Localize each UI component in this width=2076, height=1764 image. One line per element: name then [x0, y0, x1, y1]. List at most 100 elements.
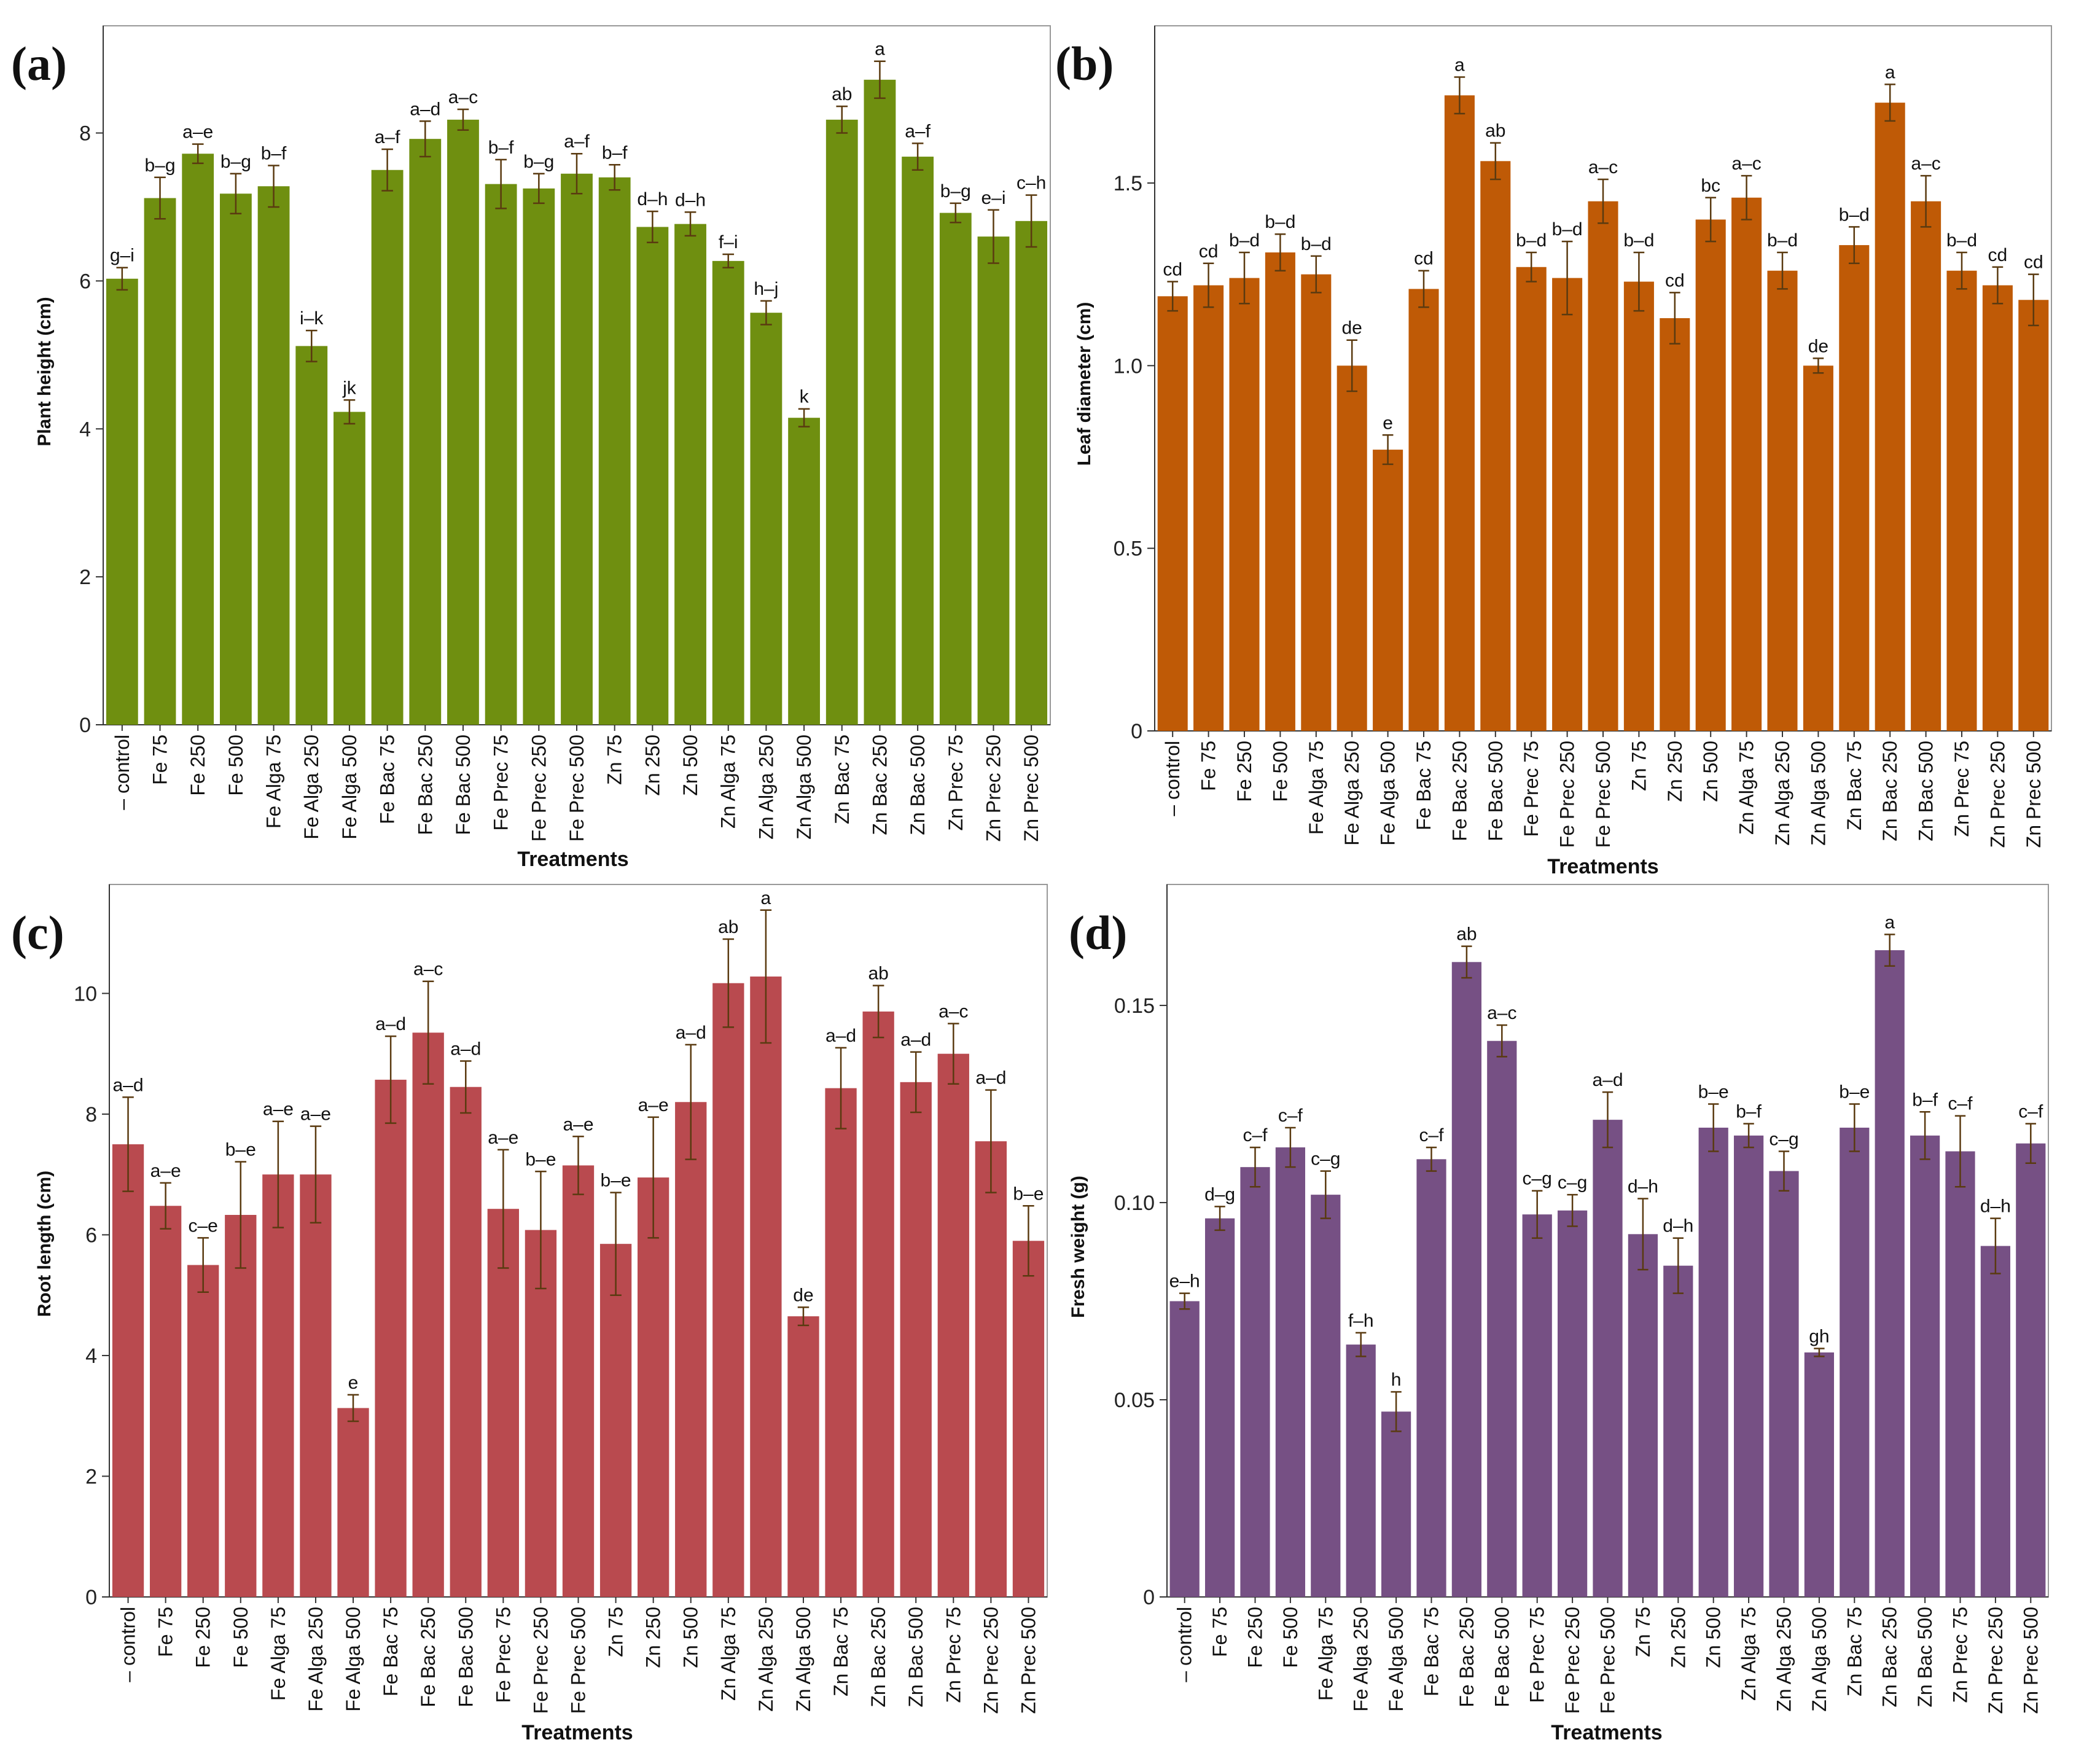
error-bar	[1602, 1091, 1614, 1149]
x-tick-label: Zn 250	[1667, 1607, 1689, 1668]
significance-letter: a	[875, 39, 885, 60]
significance-letter: a–d	[975, 1068, 1006, 1088]
significance-letter: a–d	[676, 1023, 706, 1043]
error-bar	[1426, 1146, 1437, 1172]
bar	[750, 976, 782, 1597]
error-bar	[230, 173, 242, 215]
bar	[144, 198, 176, 725]
bar	[1229, 278, 1260, 732]
error-bar	[272, 1120, 284, 1228]
bar	[1240, 1167, 1270, 1597]
y-tick-label: 0.5	[1114, 537, 1142, 561]
significance-letter: a–c	[448, 87, 478, 107]
bar	[939, 213, 972, 725]
bar	[300, 1174, 332, 1597]
bar	[112, 1144, 144, 1597]
error-bar	[760, 300, 772, 326]
bar	[1839, 245, 1870, 731]
error-bar	[305, 329, 318, 362]
bar	[1623, 281, 1654, 731]
significance-letter: c–g	[1311, 1149, 1340, 1169]
error-bar	[1214, 1206, 1225, 1231]
significance-letter: bc	[1701, 176, 1720, 196]
x-tick-label: Fe Bac 250	[1456, 1607, 1478, 1707]
bar	[900, 1082, 932, 1597]
y-tick-label: 10	[74, 982, 97, 1005]
error-bar	[1167, 281, 1179, 312]
error-bar	[1954, 1115, 1966, 1188]
x-tick-label: Fe Prec 500	[568, 1607, 590, 1714]
x-tick-label: Fe Bac 250	[414, 735, 436, 835]
significance-letter: b–f	[261, 144, 287, 164]
x-tick-label: Fe Alga 75	[1314, 1607, 1337, 1701]
error-bar	[1418, 270, 1429, 308]
significance-letter: de	[1342, 318, 1362, 338]
x-tick-label: Fe 250	[192, 1607, 214, 1668]
significance-letter: d–h	[1980, 1196, 2011, 1217]
significance-letter: b–d	[1516, 230, 1547, 251]
x-tick-label: Fe Bac 500	[1491, 1607, 1513, 1707]
x-tick-label: Zn Bac 500	[1914, 1607, 1936, 1707]
significance-letter: de	[793, 1285, 813, 1305]
x-tick-label: Fe Bac 75	[1413, 741, 1435, 830]
significance-letter: b–d	[1301, 234, 1332, 254]
x-tick-label: Fe Alga 500	[1377, 741, 1399, 846]
bar	[1169, 1301, 1200, 1597]
error-bar	[1346, 339, 1358, 392]
bar	[450, 1087, 482, 1597]
significance-letter: ab	[1485, 121, 1505, 141]
error-bar	[122, 1096, 134, 1192]
x-axis-label: Treatments	[1551, 1721, 1662, 1744]
error-bar	[1382, 434, 1394, 466]
bar	[712, 260, 744, 725]
error-bar	[1023, 1205, 1034, 1277]
significance-letter: c–f	[1278, 1106, 1303, 1126]
x-tick-label: Zn Prec 250	[982, 735, 1004, 841]
significance-letter: b–g	[523, 152, 554, 172]
x-axis-label: Treatments	[521, 1721, 633, 1744]
significance-letter: a–c	[413, 959, 443, 980]
bar	[1416, 1159, 1446, 1597]
error-bar	[1310, 255, 1322, 294]
bar	[219, 193, 252, 725]
bar	[149, 1206, 182, 1597]
significance-letter: b–d	[1946, 230, 1977, 251]
significance-letter: g–i	[110, 246, 135, 266]
significance-letter: b–f	[488, 138, 514, 158]
error-bar	[1669, 292, 1680, 345]
x-tick-label: Fe 250	[187, 735, 209, 796]
x-tick-label: Fe Prec 250	[1556, 741, 1578, 848]
y-tick-label: 8	[85, 1103, 97, 1126]
significance-letter: c–f	[2018, 1102, 2043, 1122]
error-bar	[1814, 1348, 1825, 1357]
y-tick-label: 0	[85, 1586, 97, 1609]
significance-letter: a–e	[638, 1095, 669, 1115]
error-bar	[1992, 266, 2004, 305]
x-tick-label: Fe Alga 75	[263, 735, 285, 829]
significance-letter: e	[1383, 413, 1393, 433]
error-bar	[722, 253, 735, 268]
x-tick-label: Zn Prec 500	[2023, 741, 2045, 848]
y-tick-label: 0.10	[1114, 1192, 1155, 1215]
bar	[975, 1141, 1007, 1597]
error-bar	[1285, 1126, 1296, 1168]
bar	[525, 1230, 557, 1597]
error-bar	[1919, 1111, 1930, 1160]
significance-letter: b–f	[1736, 1102, 1762, 1122]
x-tick-label: Zn Bac 75	[830, 1607, 852, 1696]
bar	[1982, 285, 2013, 731]
error-bar	[154, 176, 166, 220]
significance-letter: b–f	[602, 142, 628, 163]
error-bar	[836, 105, 848, 134]
significance-letter: a	[1454, 55, 1465, 76]
x-tick-label: Zn 75	[604, 735, 626, 785]
significance-letter: b–e	[1013, 1184, 1044, 1204]
significance-letter: b–e	[1698, 1082, 1729, 1102]
significance-letter: c–e	[189, 1216, 218, 1236]
x-tick-label: Zn Bac 75	[1843, 741, 1865, 830]
bar	[1875, 103, 1905, 732]
significance-letter: a–d	[900, 1030, 931, 1050]
significance-letter: d–h	[675, 190, 706, 210]
x-tick-label: Fe Prec 250	[528, 735, 550, 841]
significance-letter: b–e	[525, 1149, 556, 1169]
